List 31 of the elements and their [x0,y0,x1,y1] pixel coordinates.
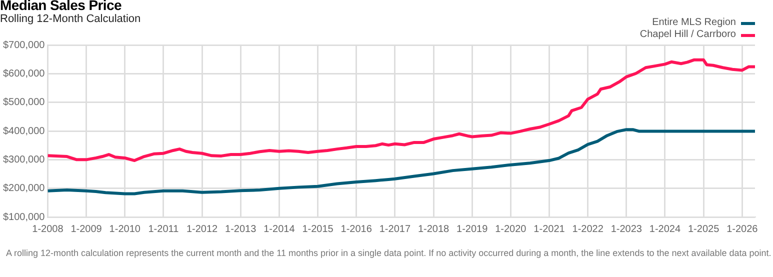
x-tick-label: 1-2019 [456,224,488,235]
text: A rolling 12-month calculation represents the current month and the 11 months prior in a single data point. If no activity occurred during a month, the line extends to the next available data point. [6,248,772,258]
x-tick-label: 1-2022 [572,224,604,235]
x-tick-label: 1-2021 [534,224,566,235]
x-tick-label: 1-2012 [186,224,218,235]
chart-subtitle: Rolling 12-Month Calculation [0,13,141,25]
y-tick-label: $400,000 [2,126,46,137]
x-tick-label: 1-2013 [225,224,257,235]
x-tick-label: 1-2023 [610,224,642,235]
x-tick-label: 1-2025 [688,224,720,235]
x-tick-label: 1-2015 [302,224,334,235]
x-tick-label: 1-2018 [418,224,450,235]
x-tick-label: 1-2016 [340,224,372,235]
chart-title: Median Sales Price [0,0,122,13]
x-tick-label: 1-2010 [109,224,141,235]
y-tick-label: $100,000 [2,212,46,223]
x-tick-label: 1-2011 [148,224,180,235]
x-tick-label: 1-2014 [264,224,296,235]
x-tick-label: 1-2024 [649,224,681,235]
x-tick-label: 1-2008 [32,224,64,235]
x-tick-label: 1-2009 [70,224,102,235]
y-tick-label: $500,000 [2,97,46,108]
x-tick-label: 1-2017 [379,224,411,235]
x-tick-label: 1-2026 [726,224,758,235]
legend-label: Entire MLS Region [652,17,736,29]
y-tick-label: $700,000 [2,40,46,51]
y-tick-label: $200,000 [2,183,46,194]
x-tick-label: 1-2020 [495,224,527,235]
legend-label: Chapel Hill / Carrboro [640,29,736,41]
y-tick-label: $300,000 [2,154,46,166]
y-tick-label: $600,000 [2,68,46,80]
